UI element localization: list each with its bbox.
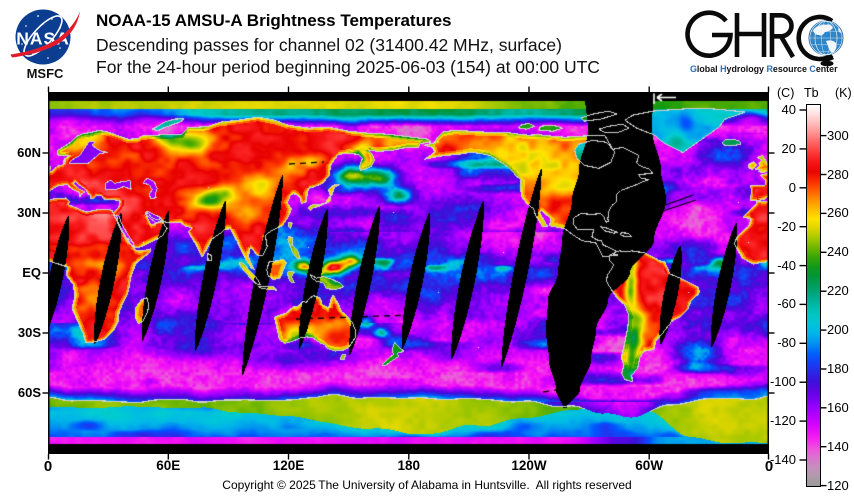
- svg-text:Global Hydrology Resource Cent: Global Hydrology Resource Center: [690, 64, 838, 74]
